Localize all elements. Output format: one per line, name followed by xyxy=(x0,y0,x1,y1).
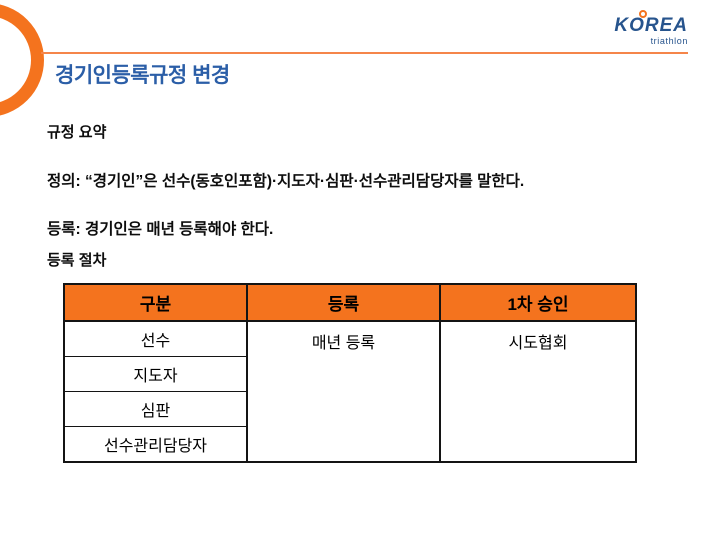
column-header-registration: 등록 xyxy=(246,283,441,322)
table-row: 선수관리담당자 xyxy=(63,426,636,463)
table-row: 심판 xyxy=(63,391,636,427)
slide-title: 경기인등록규정 변경 xyxy=(55,64,230,87)
table-row: 선수 매년 등록 시도협회 xyxy=(63,320,637,463)
column-header-first-approval: 1차 승인 xyxy=(439,283,637,322)
logo-subtitle-text: triathlon xyxy=(650,36,688,46)
registration-procedure-table: 구분 등록 1차 승인 선수 매년 등록 시도협회 지도자 심판 선수관리담당자 xyxy=(63,283,637,463)
corner-ring-decoration xyxy=(0,3,44,117)
registration-value-cell: 매년 등록 xyxy=(246,320,441,463)
row-label-manager: 선수관리담당자 xyxy=(63,426,248,463)
procedure-heading: 등록 절차 xyxy=(47,252,107,269)
column-header-category: 구분 xyxy=(63,283,248,322)
summary-heading: 규정 요약 xyxy=(47,124,107,141)
header-divider-line xyxy=(41,52,688,54)
registration-rule-text: 등록: 경기인은 매년 등록해야 한다. xyxy=(47,221,274,238)
row-label-coach: 지도자 xyxy=(63,356,248,392)
korea-triathlon-logo: KOREA triathlon xyxy=(614,10,688,46)
first-approval-value-cell: 시도협회 xyxy=(439,320,637,463)
logo-ring-icon xyxy=(639,10,648,18)
logo-brand-row: KOREA xyxy=(614,10,688,36)
row-label-athlete: 선수 xyxy=(63,320,248,357)
row-label-referee: 심판 xyxy=(63,391,248,427)
logo-brand-text: KOREA xyxy=(614,15,688,36)
table-header-row: 구분 등록 1차 승인 xyxy=(63,283,637,322)
definition-text: 정의: “경기인”은 선수(동호인포함)·지도자·심판·선수관리담당자를 말한다… xyxy=(47,173,525,190)
